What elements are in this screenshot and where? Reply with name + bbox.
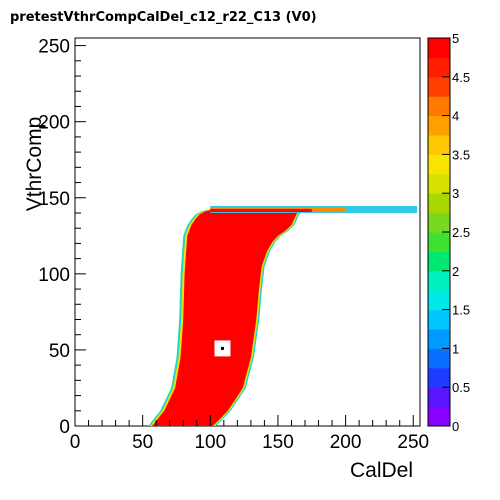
colorbar-bin xyxy=(428,367,450,388)
colorbar-bin xyxy=(428,212,450,233)
colorbar-bin xyxy=(428,348,450,369)
colorbar-tick-label: 3 xyxy=(452,186,459,201)
y-tick-label: 50 xyxy=(49,341,70,362)
colorbar-bin xyxy=(428,38,450,58)
heat-core-region xyxy=(152,209,299,426)
colorbar-bin xyxy=(428,173,450,194)
x-axis-title: CalDel xyxy=(350,459,413,482)
colorbar-bin xyxy=(428,115,450,136)
colorbar-bin xyxy=(428,96,450,117)
colorbar-tick-label: 3.5 xyxy=(452,147,470,162)
colorbar-tick-label: 2.5 xyxy=(452,225,470,240)
colorbar-tick-label: 1 xyxy=(452,341,459,356)
colorbar-bin xyxy=(428,135,450,155)
y-axis-title: VthrComp xyxy=(23,117,46,212)
colorbar-bin xyxy=(428,329,450,349)
colorbar-bin xyxy=(428,406,450,427)
colorbar-tick-label: 4.5 xyxy=(452,70,470,85)
colorbar-bin xyxy=(428,270,450,291)
colorbar-bin xyxy=(428,290,450,311)
colorbar-bin xyxy=(428,57,450,78)
colorbar-bin xyxy=(428,76,450,97)
y-tick-label: 100 xyxy=(38,265,70,286)
y-axis: 0 50 100 150 200 250 xyxy=(38,37,86,438)
x-axis: 0 50 100 150 200 250 xyxy=(70,415,429,453)
colorbar-tick-label: 1.5 xyxy=(452,303,470,318)
colorbar-tick-label: 4 xyxy=(452,109,459,124)
plateau-band-core xyxy=(210,208,312,212)
x-tick-label: 100 xyxy=(194,432,226,453)
y-tick-label: 150 xyxy=(38,189,70,210)
x-tick-label: 200 xyxy=(330,432,362,453)
x-tick-label: 250 xyxy=(397,432,429,453)
heat-layer xyxy=(148,205,417,426)
y-tick-label: 200 xyxy=(38,113,70,134)
colorbar-tick-label: 2 xyxy=(452,264,459,279)
x-tick-label: 150 xyxy=(262,432,294,453)
x-tick-label: 50 xyxy=(132,432,153,453)
y-tick-label: 0 xyxy=(59,417,70,438)
colorbar-bin xyxy=(428,309,450,330)
y-tick-label: 250 xyxy=(38,37,70,58)
chart-title: pretestVthrCompCalDel_c12_r22_C13 (V0) xyxy=(10,10,317,25)
colorbar-bin xyxy=(428,251,450,272)
colorbar-bin xyxy=(428,387,450,408)
colorbar-tick-label: 0.5 xyxy=(452,380,470,395)
colorbar: 0 0.5 1 1.5 2 2.5 3 3.5 4 4.5 5 xyxy=(427,31,470,434)
x-tick-label: 0 xyxy=(70,432,81,453)
colorbar-bin xyxy=(428,193,450,214)
colorbar-bin xyxy=(428,154,450,175)
colorbar-bin xyxy=(428,232,450,252)
colorbar-tick-label: 5 xyxy=(452,31,459,46)
plot-area xyxy=(74,37,421,427)
marker-dot xyxy=(220,346,224,350)
colorbar-tick-label: 0 xyxy=(452,419,459,434)
